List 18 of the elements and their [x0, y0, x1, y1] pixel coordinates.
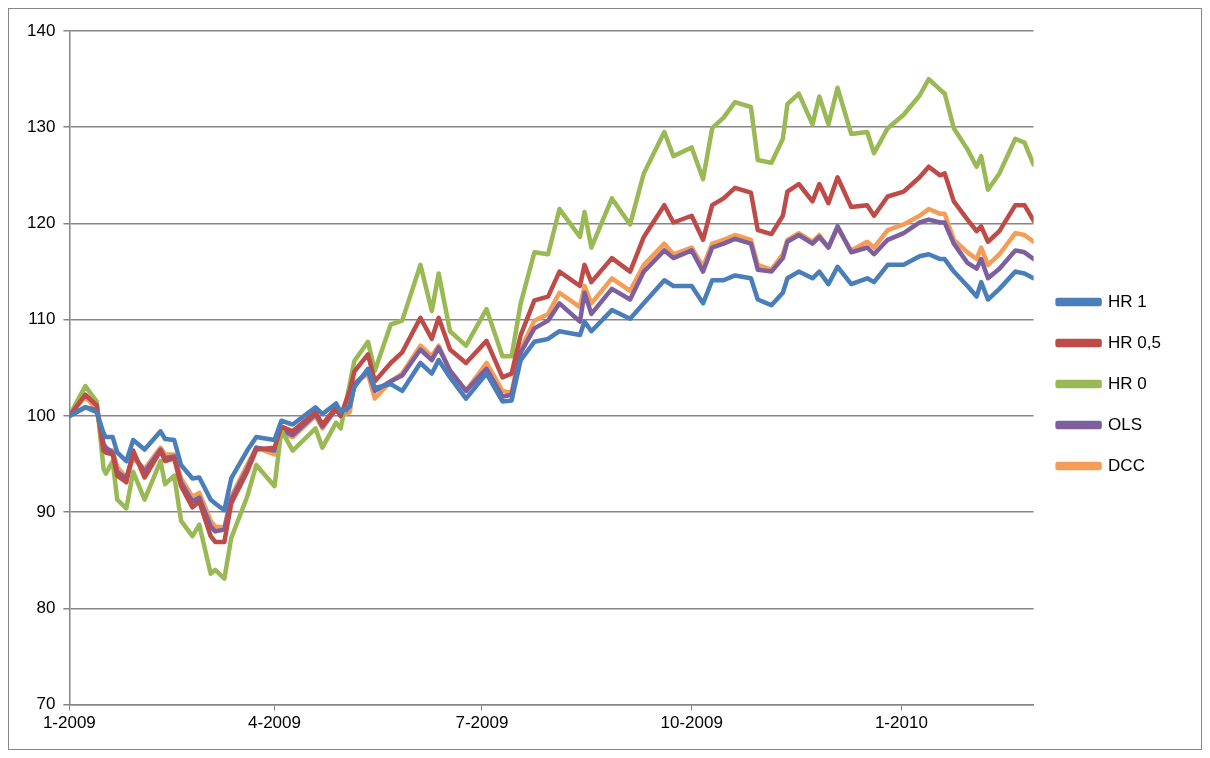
y-tick-label: 140 — [26, 20, 56, 40]
legend-label: HR 0,5 — [1108, 332, 1162, 352]
x-tick-label: 1-2009 — [42, 713, 96, 733]
x-tick-label: 7-2009 — [455, 713, 509, 733]
x-tick-label: 4-2009 — [248, 713, 301, 733]
legend-label: HR 0 — [1108, 373, 1147, 393]
y-tick-label: 70 — [36, 694, 56, 714]
x-tick-label: 10-2009 — [660, 713, 723, 733]
x-tick-label: 1-2010 — [874, 713, 928, 733]
y-tick-label: 110 — [28, 309, 56, 329]
legend-label: OLS — [1108, 414, 1143, 434]
y-tick-label: 120 — [26, 213, 56, 233]
legend-label: DCC — [1108, 455, 1145, 475]
y-tick-label: 130 — [26, 116, 56, 136]
y-tick-label: 90 — [36, 501, 56, 521]
legend-label: HR 1 — [1108, 291, 1147, 311]
y-tick-label: 80 — [36, 598, 56, 618]
y-tick-label: 100 — [26, 405, 56, 425]
